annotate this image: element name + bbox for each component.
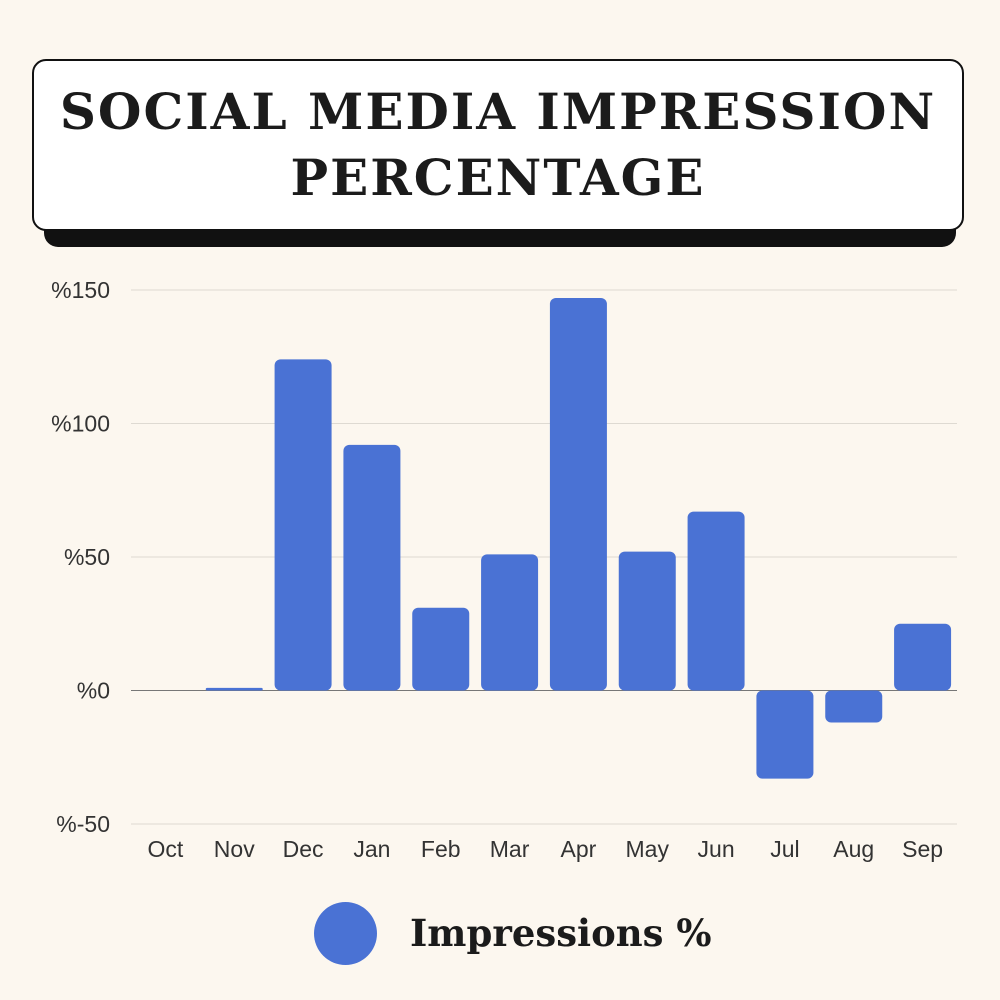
x-axis-tick-labels: Oct Nov Dec Jan Feb Mar Apr May Jun Jul Aug Sep (148, 836, 944, 862)
gridlines (131, 289, 957, 825)
x-tick-label-apr: Apr (561, 836, 597, 862)
y-tick-label: %-50 (56, 811, 110, 837)
x-tick-label-dec: Dec (283, 836, 324, 862)
bar-sep (894, 623, 952, 691)
bar-mar (481, 554, 539, 691)
y-tick-label: %150 (51, 277, 110, 303)
chart-title-line-2: PERCENTAGE (290, 148, 706, 207)
x-tick-label-oct: Oct (148, 836, 184, 862)
legend: Impressions % (314, 899, 712, 967)
bars (205, 298, 952, 779)
y-tick-label: %50 (64, 544, 110, 570)
x-tick-label-may: May (626, 836, 670, 862)
x-tick-label-jun: Jun (698, 836, 735, 862)
bar-jun (687, 511, 745, 691)
legend-label: Impressions % (410, 911, 712, 955)
title-box: SOCIAL MEDIA IMPRESSION PERCENTAGE (32, 59, 964, 231)
x-tick-label-feb: Feb (421, 836, 461, 862)
x-tick-label-jan: Jan (353, 836, 390, 862)
x-tick-label-sep: Sep (902, 836, 943, 862)
bar-nov (205, 687, 263, 691)
bar-feb (412, 607, 470, 691)
x-tick-label-jul: Jul (770, 836, 799, 862)
bar-aug (825, 690, 883, 723)
y-tick-label: %0 (77, 678, 110, 704)
bar-may (618, 551, 676, 691)
x-tick-label-mar: Mar (490, 836, 530, 862)
bar-jul (756, 690, 814, 779)
bar-dec (274, 359, 332, 691)
y-axis-tick-labels: %150 %100 %50 %0 %-50 (51, 277, 110, 837)
chart-title-line-1: SOCIAL MEDIA IMPRESSION (59, 82, 937, 141)
legend-swatch (314, 901, 377, 965)
x-tick-label-nov: Nov (214, 836, 255, 862)
bar-jan (343, 444, 401, 691)
x-tick-label-aug: Aug (833, 836, 874, 862)
y-tick-label: %100 (51, 411, 110, 437)
bar-apr (549, 298, 607, 691)
